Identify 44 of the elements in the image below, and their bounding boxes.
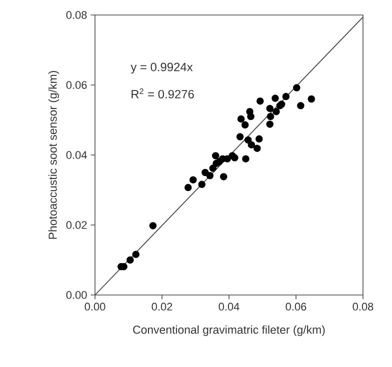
point <box>242 155 250 162</box>
y-tick-label: 0.08 <box>66 11 87 19</box>
point <box>266 120 274 128</box>
point <box>236 133 244 140</box>
x-tick-label: 0.08 <box>352 302 374 311</box>
point <box>212 152 220 160</box>
point <box>237 115 245 123</box>
point <box>241 121 249 129</box>
point <box>266 112 274 120</box>
point <box>132 250 140 258</box>
annotation: y = 0.9924x <box>130 62 193 74</box>
point <box>206 172 214 180</box>
point <box>209 164 217 172</box>
point <box>293 84 300 92</box>
y-axis-title: Photoaccustic soot sensor (g/km) <box>48 71 60 239</box>
point <box>220 173 228 180</box>
point <box>272 94 279 102</box>
annotation: R$^{2}$ = 0.9276 <box>132 88 194 98</box>
point <box>256 97 264 105</box>
point <box>231 154 238 162</box>
point <box>254 144 261 152</box>
point <box>308 95 316 103</box>
point <box>198 180 206 188</box>
point <box>266 104 274 112</box>
point <box>256 135 263 143</box>
x-tick-label: 0.04 <box>218 302 240 311</box>
x-tick-label: 0.06 <box>286 302 306 311</box>
y-tick-label: 0.02 <box>66 221 87 229</box>
point <box>190 176 197 184</box>
point <box>184 184 192 192</box>
point <box>244 136 252 144</box>
y-tick-label: 0.00 <box>66 291 87 299</box>
point <box>126 256 134 264</box>
point <box>247 112 254 120</box>
point <box>272 108 280 116</box>
y-tick-label: 0.04 <box>66 151 87 159</box>
x-tick-label: 0.02 <box>152 302 172 311</box>
point <box>248 141 256 148</box>
point <box>297 102 304 110</box>
y-tick-label: 0.06 <box>66 81 87 89</box>
point <box>282 92 290 100</box>
x-axis-title: Conventional gravimatric fileter (g/km) <box>133 325 325 336</box>
point <box>149 222 157 230</box>
x-tick-label: 0.00 <box>84 302 106 311</box>
